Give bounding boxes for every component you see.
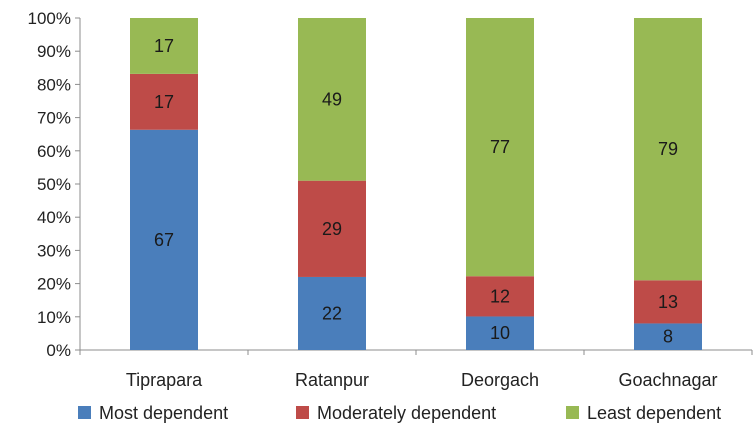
bar-segment	[298, 276, 366, 350]
x-category-label: Tiprapara	[126, 370, 203, 390]
data-label: 13	[658, 292, 678, 312]
data-label: 29	[322, 219, 342, 239]
chart-data-labels: 67 17 17 22 29 49 10 12 77 8 13 79	[154, 36, 678, 347]
data-label: 79	[658, 139, 678, 159]
legend-label: Moderately dependent	[317, 403, 496, 423]
chart-legend: Most dependent Moderately dependent Least …	[78, 403, 721, 423]
y-tick-label: 70%	[37, 109, 71, 128]
data-label: 12	[490, 286, 510, 306]
y-tick-label: 60%	[37, 142, 71, 161]
bar-segment	[130, 129, 198, 350]
y-tick-label: 80%	[37, 75, 71, 94]
bar-segment	[130, 18, 198, 74]
x-category-label: Ratanpur	[295, 370, 369, 390]
bar-segment	[634, 18, 702, 281]
y-tick-label: 0%	[46, 341, 71, 360]
bar-segment	[298, 18, 366, 181]
data-label: 49	[322, 89, 342, 109]
legend-label: Most dependent	[99, 403, 228, 423]
legend-swatch	[566, 406, 579, 419]
legend-label: Least dependent	[587, 403, 721, 423]
y-tick-label: 100%	[28, 9, 71, 28]
y-tick-label: 40%	[37, 208, 71, 227]
data-label: 67	[154, 230, 174, 250]
data-label: 17	[154, 36, 174, 56]
data-label: 77	[490, 137, 510, 157]
y-tick-label: 50%	[37, 175, 71, 194]
x-category-label: Goachnagar	[618, 370, 717, 390]
bar-segment	[634, 280, 702, 324]
data-label: 10	[490, 323, 510, 343]
y-tick-label: 20%	[37, 275, 71, 294]
bar-segment	[130, 73, 198, 130]
data-label: 8	[663, 327, 673, 347]
y-tick-label: 90%	[37, 42, 71, 61]
y-tick-label: 10%	[37, 308, 71, 327]
data-label: 22	[322, 303, 342, 323]
bar-segment	[466, 276, 534, 317]
bar-segment	[634, 323, 702, 350]
x-category-label: Deorgach	[461, 370, 539, 390]
chart-axes: 0% 10% 20% 30% 40% 50% 60% 70% 80% 90% 100% Tiprapa…	[28, 9, 753, 390]
legend-swatch	[78, 406, 91, 419]
bar-segment	[466, 316, 534, 350]
data-label: 17	[154, 92, 174, 112]
bar-segment	[298, 180, 366, 277]
chart-bars	[130, 18, 702, 350]
legend-swatch	[296, 406, 309, 419]
bar-segment	[466, 18, 534, 277]
y-tick-label: 30%	[37, 241, 71, 260]
